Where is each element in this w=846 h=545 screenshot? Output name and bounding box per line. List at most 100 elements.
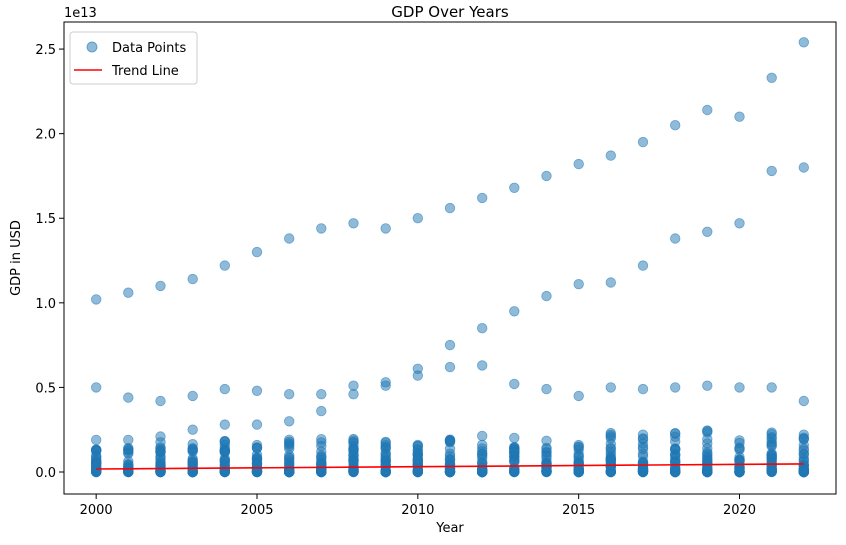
data-point	[670, 428, 681, 439]
data-point	[477, 439, 488, 451]
data-point	[702, 461, 713, 472]
data-point	[348, 466, 359, 478]
data-point	[605, 277, 617, 288]
x-tick-label: 2020	[723, 503, 756, 518]
data-point	[637, 383, 649, 395]
plot-frame	[63, 21, 837, 495]
data-point	[444, 202, 456, 214]
data-point	[766, 465, 777, 477]
data-point	[284, 416, 295, 427]
data-point	[509, 306, 520, 317]
data-point	[477, 192, 488, 204]
data-point	[670, 119, 681, 131]
x-tick-label: 2010	[401, 503, 434, 518]
data-point	[573, 390, 584, 402]
x-tick-label: 2015	[562, 503, 595, 518]
data-point	[348, 389, 359, 400]
data-point	[284, 389, 295, 400]
data-point	[251, 419, 263, 430]
data-point	[348, 444, 359, 456]
data-point	[412, 445, 424, 456]
data-point	[219, 383, 231, 395]
data-point	[219, 446, 231, 457]
data-point	[766, 72, 777, 84]
legend-marker-data-points	[86, 41, 98, 53]
data-point	[734, 382, 745, 393]
y-tick-label: 1.0	[35, 297, 56, 312]
data-point	[284, 441, 295, 452]
data-point	[155, 395, 166, 407]
data-point	[637, 136, 649, 148]
data-point	[155, 454, 166, 465]
data-point	[477, 449, 488, 460]
data-point	[251, 443, 263, 454]
data-point	[573, 158, 584, 170]
data-point	[412, 370, 424, 381]
data-point	[670, 382, 681, 393]
data-point	[380, 460, 391, 471]
data-point	[509, 432, 520, 444]
data-point	[605, 382, 617, 393]
data-point	[605, 429, 617, 441]
data-point	[670, 453, 681, 464]
data-point	[316, 437, 327, 448]
data-point	[90, 382, 102, 393]
y-tick-label: 0.0	[35, 466, 56, 481]
y-axis-label: GDP in USD	[9, 220, 24, 296]
data-point	[444, 361, 456, 373]
y-tick-label: 0.5	[35, 381, 56, 396]
trend-line	[96, 463, 804, 470]
data-point	[573, 279, 584, 290]
data-point	[670, 443, 681, 455]
data-point	[90, 466, 102, 477]
legend-label-data-points: Data Points	[112, 41, 186, 56]
data-point	[380, 223, 391, 234]
data-point	[798, 162, 810, 173]
data-point	[348, 218, 359, 229]
data-point	[541, 290, 552, 302]
data-point	[734, 455, 745, 467]
data-point	[380, 451, 391, 462]
data-point	[444, 339, 456, 351]
data-points-layer	[90, 37, 810, 478]
data-point	[477, 323, 488, 334]
data-point	[702, 104, 713, 116]
data-point	[219, 459, 231, 470]
data-point	[380, 380, 391, 391]
data-point	[412, 212, 424, 224]
data-point	[123, 434, 134, 446]
data-point	[766, 436, 777, 448]
data-point	[477, 430, 488, 442]
data-point	[155, 280, 166, 292]
data-point	[637, 458, 649, 469]
data-point	[509, 182, 520, 194]
data-point	[798, 37, 810, 48]
data-point	[573, 439, 584, 451]
data-point	[123, 448, 134, 459]
data-point	[412, 454, 424, 465]
data-point	[798, 433, 810, 445]
data-point	[155, 431, 166, 442]
data-point	[219, 435, 231, 447]
data-point	[251, 246, 263, 258]
data-point	[734, 111, 745, 122]
data-point	[477, 360, 488, 371]
data-point	[90, 450, 102, 461]
x-axis: 2000 2005 2010 2015 2020	[80, 494, 756, 518]
data-point	[284, 450, 295, 461]
data-point	[702, 425, 713, 437]
data-point	[316, 223, 327, 234]
legend-box	[69, 31, 198, 85]
data-point	[219, 419, 231, 430]
trend-line-layer	[96, 463, 804, 470]
data-point	[412, 466, 424, 478]
data-point	[219, 260, 231, 271]
data-point	[541, 435, 552, 447]
data-point	[187, 390, 198, 402]
data-point	[90, 294, 102, 305]
data-point	[637, 260, 649, 271]
data-point	[798, 456, 810, 468]
data-point	[702, 443, 713, 454]
x-tick-label: 2000	[80, 503, 113, 518]
